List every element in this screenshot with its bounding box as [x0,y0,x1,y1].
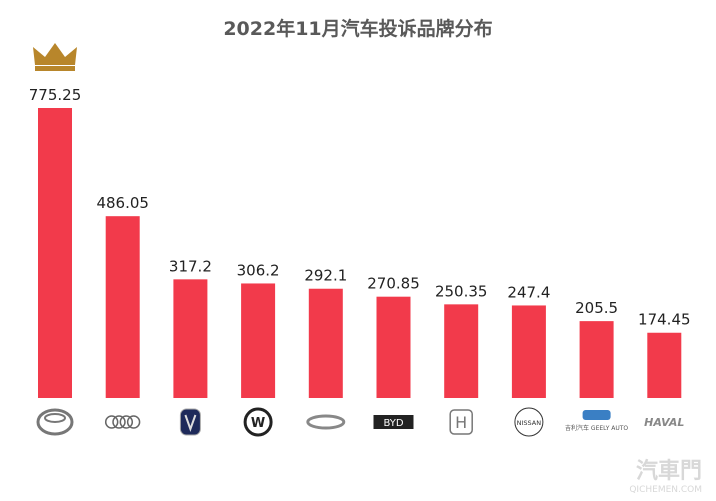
byd-logo: BYD [373,415,414,429]
chart-title: 2022年11月汽车投诉品牌分布 [223,18,493,40]
svg-text:W: W [251,416,265,431]
volkswagen-logo: W [243,407,273,437]
data-label: 486.05 [96,194,149,212]
toyota-logo [36,408,74,436]
data-label: 205.5 [575,299,618,317]
bar [376,296,411,398]
audi-logo [104,415,141,429]
data-label: 174.45 [638,311,691,329]
geely-logo: 吉利汽车 GEELY AUTO [565,410,628,432]
crown-base [35,66,75,71]
data-label: 292.1 [304,267,347,285]
svg-text:BYD: BYD [383,418,403,429]
nissan-logo: NISSAN [514,407,544,437]
watermark-en: QICHEMEN.COM [629,485,702,495]
bar [579,321,614,398]
bar [308,288,343,398]
bar [38,108,72,398]
bar [511,305,546,398]
bar [647,332,682,398]
data-label: 250.35 [435,282,488,300]
crown-icon [33,43,77,65]
haval-logo: HAVAL [644,416,684,429]
data-label: 317.2 [169,257,212,275]
changan-logo [179,408,201,436]
chery-logo [306,414,346,430]
honda-logo: H [449,409,473,435]
svg-text:NISSAN: NISSAN [517,419,542,427]
data-label: 270.85 [367,275,420,293]
data-label: 306.2 [237,261,280,279]
data-label: 775.25 [29,86,82,104]
svg-text:H: H [455,413,467,432]
bar [241,283,276,398]
watermark-cn: 汽車門 [635,459,702,484]
svg-text:吉利汽车 GEELY AUTO: 吉利汽车 GEELY AUTO [565,424,628,432]
bar [173,279,208,398]
data-label: 247.4 [507,283,550,301]
bar [444,304,479,398]
bar [105,216,140,398]
svg-text:HAVAL: HAVAL [644,416,684,429]
watermark: 汽車門 QICHEMEN.COM [629,453,702,495]
